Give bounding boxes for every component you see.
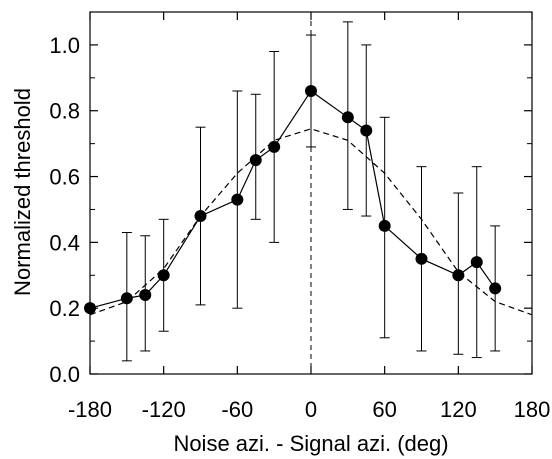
- data-point: [84, 302, 96, 315]
- data-point: [489, 282, 502, 295]
- y-tick-label: 0.4: [49, 230, 80, 255]
- data-point: [157, 269, 170, 282]
- data-point: [231, 193, 244, 206]
- data-point: [194, 210, 207, 223]
- data-point: [341, 111, 354, 124]
- x-tick-label: -180: [68, 397, 112, 422]
- x-tick-label: 0: [305, 397, 317, 422]
- data-point: [415, 252, 428, 265]
- data-point: [452, 269, 465, 282]
- data-point: [378, 219, 391, 232]
- x-tick-label: 120: [440, 397, 477, 422]
- series-layer: [84, 21, 533, 362]
- data-point: [249, 154, 262, 167]
- data-point: [470, 256, 483, 269]
- x-tick-label: -60: [221, 397, 253, 422]
- x-tick-label: 180: [514, 397, 551, 422]
- axis-ticks: [89, 11, 533, 375]
- y-tick-label: 0.6: [49, 165, 80, 190]
- data-point: [305, 84, 317, 97]
- data-point: [139, 289, 152, 302]
- x-tick-label: -120: [142, 397, 186, 422]
- solid-series-line: [89, 90, 496, 309]
- data-point: [360, 124, 373, 137]
- data-point: [268, 140, 281, 153]
- data-point: [120, 292, 133, 305]
- y-tick-label: 0.8: [49, 99, 80, 124]
- y-tick-label: 0.0: [49, 362, 80, 387]
- y-tick-label: 0.2: [49, 296, 80, 321]
- x-tick-label: 60: [372, 397, 396, 422]
- y-axis-label: Normalized threshold: [10, 88, 35, 296]
- tick-labels: -180 -120 -60 0 60 120 180 0.0 0.2 0.4 0.6 0.8 1.0: [49, 33, 550, 422]
- x-axis-label: Noise azi. - Signal azi. (deg): [173, 431, 448, 456]
- y-tick-label: 1.0: [49, 33, 80, 58]
